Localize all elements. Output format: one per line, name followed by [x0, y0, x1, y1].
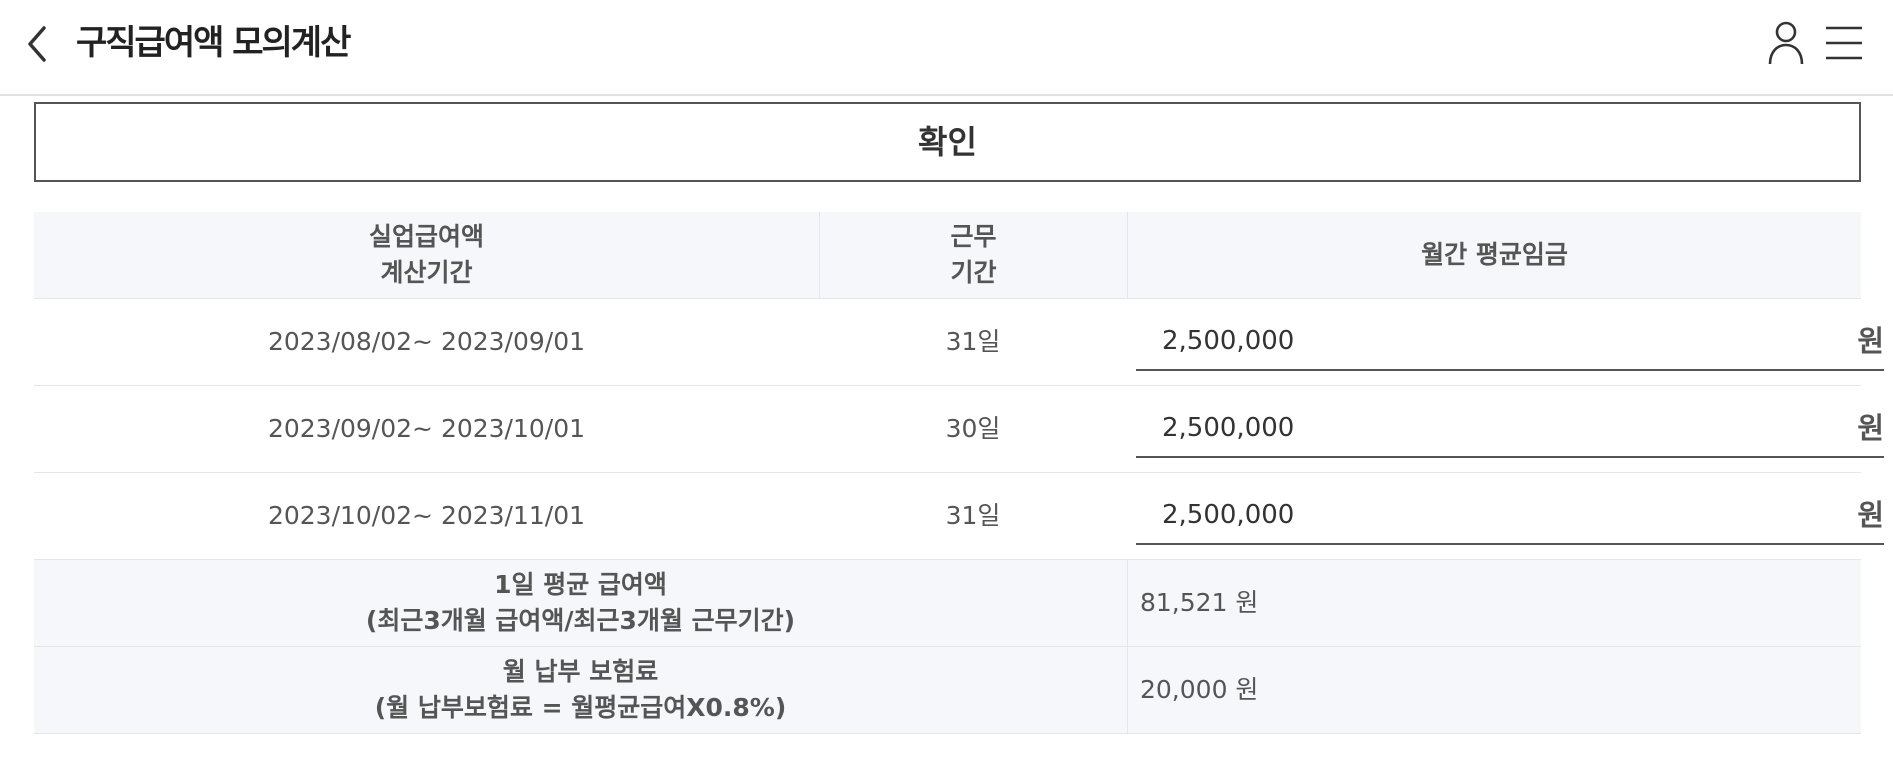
chevron-left-icon — [28, 26, 46, 62]
period-cell: 2023/09/02~ 2023/10/01 — [267, 414, 586, 443]
header-period-line2: 계산기간 — [380, 258, 473, 287]
header-period-line1: 실업급여액 — [368, 222, 484, 251]
monthly-premium-label: 월 납부 보험료 (월 납부보험료 = 월평균급여X0.8%) — [34, 647, 1127, 733]
table-row: 2023/10/02~ 2023/11/01 31일 원 — [34, 473, 1884, 560]
wage-field: 원 — [1136, 487, 1884, 545]
app-header: 구직급여액 모의계산 — [0, 0, 1893, 96]
monthly-premium-label-line1: 월 납부 보험료 — [502, 657, 659, 686]
confirm-button[interactable]: 확인 — [34, 102, 1861, 182]
won-unit-label: 원 — [1857, 498, 1884, 532]
monthly-wage-input[interactable] — [1136, 319, 1736, 363]
period-cell: 2023/08/02~ 2023/09/01 — [267, 327, 586, 356]
daily-average-label-line2: (최근3개월 급여액/최근3개월 근무기간) — [365, 606, 796, 635]
header-days-line1: 근무 — [950, 222, 997, 251]
daily-average-value: 81,521 원 — [1127, 560, 1861, 646]
daily-average-label-line1: 1일 평균 급여액 — [494, 570, 667, 599]
won-unit-label: 원 — [1857, 324, 1884, 358]
menu-button[interactable] — [1824, 24, 1864, 62]
benefit-calculation-table: 실업급여액 계산기간 근무 기간 월간 평균임금 2023/08/02~ 202… — [34, 212, 1884, 734]
header-work-days: 근무 기간 — [819, 212, 1127, 298]
user-button[interactable] — [1766, 20, 1806, 66]
hamburger-menu-icon — [1826, 26, 1862, 60]
daily-average-row: 1일 평균 급여액 (최근3개월 급여액/최근3개월 근무기간) 81,521 … — [34, 560, 1861, 647]
page-title: 구직급여액 모의계산 — [76, 23, 351, 63]
wage-field: 원 — [1136, 313, 1884, 371]
daily-average-label: 1일 평균 급여액 (최근3개월 급여액/최근3개월 근무기간) — [34, 560, 1127, 646]
user-icon — [1768, 21, 1804, 65]
won-unit-label: 원 — [1857, 411, 1884, 445]
header-monthly-wage: 월간 평균임금 — [1127, 212, 1861, 298]
table-row: 2023/09/02~ 2023/10/01 30일 원 — [34, 386, 1884, 473]
period-cell: 2023/10/02~ 2023/11/01 — [267, 501, 586, 530]
header-days-line2: 기간 — [950, 258, 997, 287]
monthly-premium-value: 20,000 원 — [1127, 647, 1861, 733]
monthly-wage-input[interactable] — [1136, 493, 1736, 537]
monthly-premium-label-line2: (월 납부보험료 = 월평균급여X0.8%) — [374, 693, 787, 722]
monthly-premium-row: 월 납부 보험료 (월 납부보험료 = 월평균급여X0.8%) 20,000 원 — [34, 647, 1861, 734]
days-cell: 30일 — [945, 414, 1001, 443]
back-button[interactable] — [18, 22, 58, 66]
days-cell: 31일 — [945, 501, 1001, 530]
monthly-wage-input[interactable] — [1136, 406, 1736, 450]
days-cell: 31일 — [945, 327, 1001, 356]
wage-field: 원 — [1136, 400, 1884, 458]
table-row: 2023/08/02~ 2023/09/01 31일 원 — [34, 299, 1884, 386]
table-header-row: 실업급여액 계산기간 근무 기간 월간 평균임금 — [34, 212, 1861, 299]
header-calculation-period: 실업급여액 계산기간 — [34, 212, 819, 298]
